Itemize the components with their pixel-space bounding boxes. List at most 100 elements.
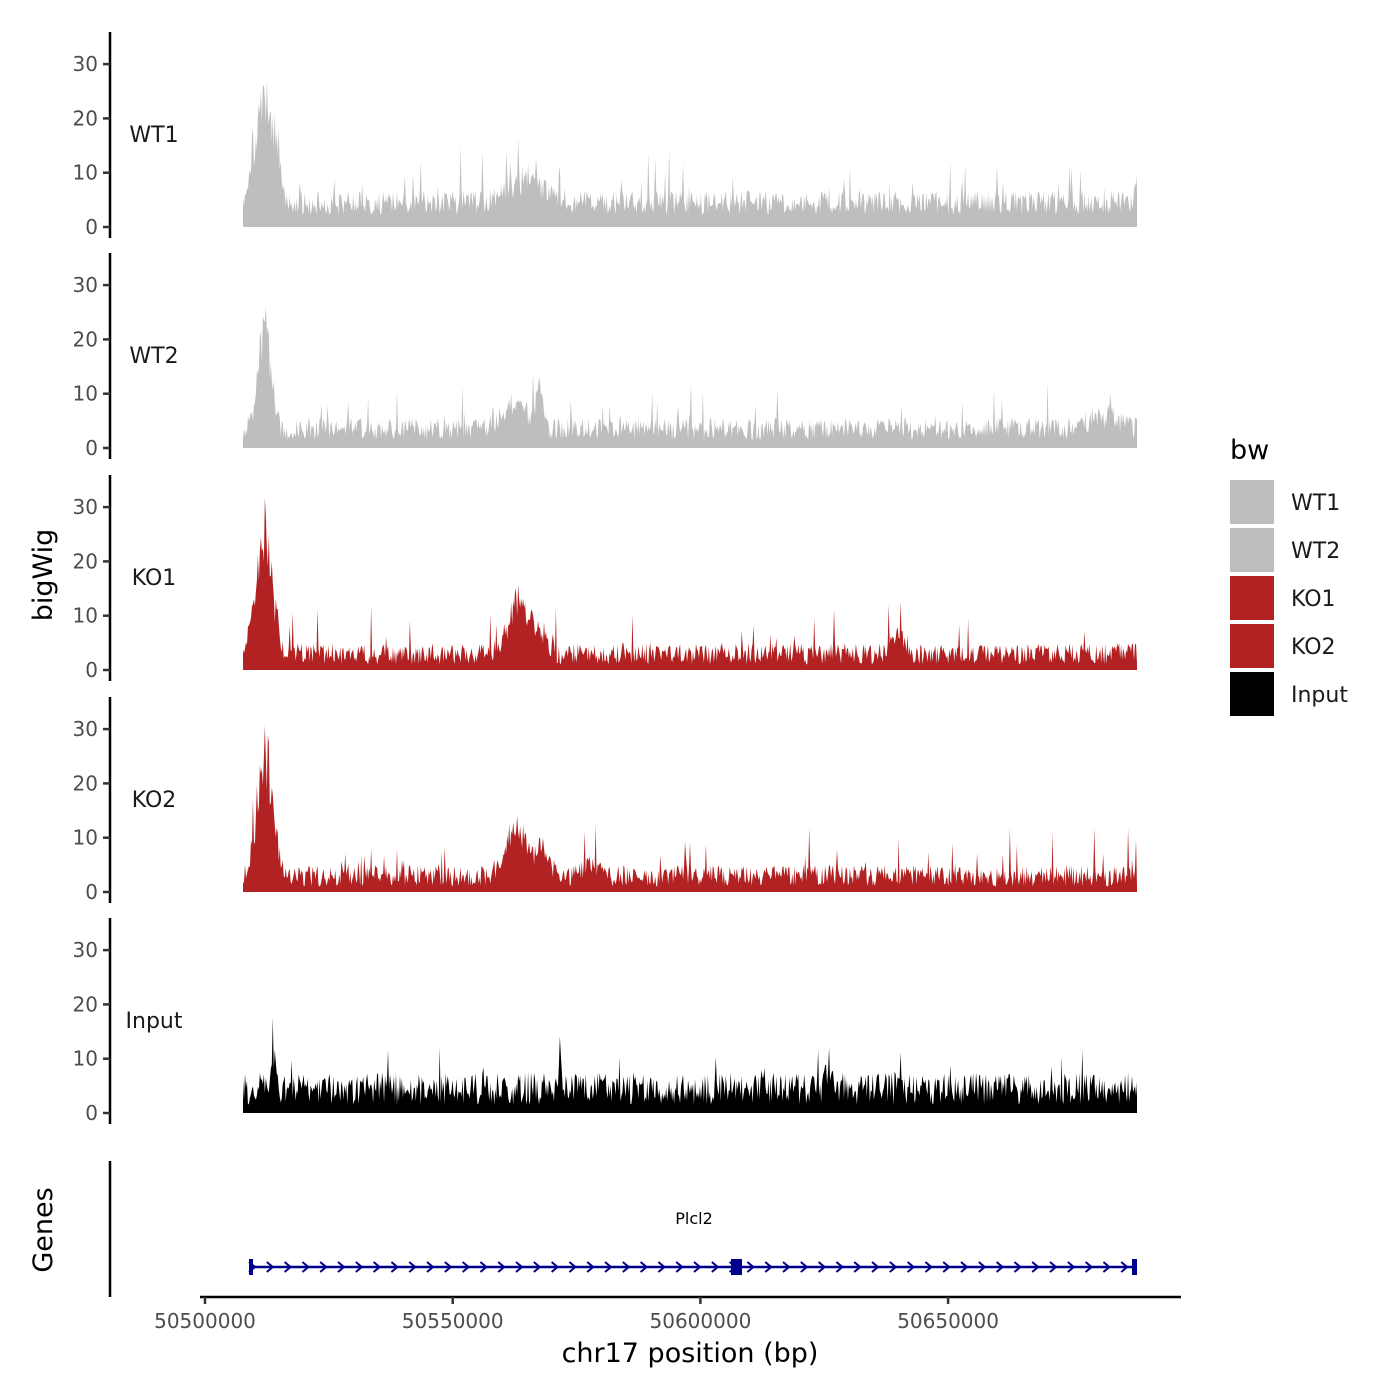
legend-label-ko2: KO2: [1291, 635, 1336, 660]
strand-arrow: [853, 1261, 862, 1273]
strand-arrow: [693, 1261, 702, 1273]
strand-arrow: [960, 1261, 969, 1273]
gene-track: Plcl2: [108, 1161, 1137, 1297]
strand-arrow: [283, 1261, 293, 1273]
strand-arrow: [924, 1261, 933, 1273]
legend-key-ko1: [1230, 576, 1274, 620]
y-tick-label: 0: [85, 436, 98, 460]
signal-area-wt1: [243, 80, 1137, 228]
strand-arrow: [889, 1261, 898, 1273]
strand-arrow: [1102, 1261, 1111, 1273]
gene-exon: [1132, 1259, 1137, 1275]
y-tick-label: 10: [73, 382, 98, 406]
track-label-wt2: WT2: [129, 344, 178, 369]
strand-arrow: [1084, 1261, 1094, 1273]
legend-key-wt1: [1230, 480, 1274, 524]
strand-arrow: [782, 1261, 791, 1273]
strand-arrow: [372, 1261, 382, 1273]
y-tick-label: 0: [85, 1101, 98, 1125]
y-tick-label: 10: [73, 1047, 98, 1071]
strand-arrow: [319, 1261, 328, 1273]
legend-key-ko2: [1230, 624, 1274, 668]
strand-arrow: [568, 1261, 577, 1273]
strand-arrow: [746, 1261, 755, 1273]
strand-arrow: [711, 1261, 720, 1273]
track-label-ko1: KO1: [132, 566, 177, 591]
legend-label-ko1: KO1: [1291, 587, 1336, 612]
strand-arrow: [657, 1261, 666, 1273]
y-tick-label: 20: [73, 327, 98, 351]
strand-arrow: [1120, 1261, 1129, 1273]
strand-arrow: [533, 1261, 542, 1273]
legend-label-wt1: WT1: [1291, 491, 1340, 516]
strand-arrow: [871, 1261, 880, 1273]
strand-arrow: [355, 1261, 364, 1273]
strand-arrow: [995, 1261, 1005, 1273]
y-tick-label: 30: [73, 938, 98, 962]
y-tick-label: 0: [85, 880, 98, 904]
y-tick-label: 20: [73, 106, 98, 130]
gene-exon: [249, 1259, 253, 1275]
x-axis: 50500000 50550000 50600000 50650000: [154, 1295, 1181, 1333]
legend-entries: WT1 WT2 KO1 KO2 Input: [1230, 480, 1348, 716]
signal-area-ko1: [243, 497, 1137, 670]
strand-arrow: [515, 1261, 524, 1273]
strand-arrow: [604, 1261, 613, 1273]
strand-arrow: [675, 1261, 684, 1273]
track-wt2: 0 10 20 30 WT2: [73, 253, 1137, 460]
strand-arrow: [639, 1261, 649, 1273]
x-tick-label: 50500000: [154, 1309, 256, 1333]
strand-arrow: [835, 1261, 844, 1273]
legend: bw WT1 WT2 KO1 KO2 Input: [1230, 435, 1348, 716]
x-axis-title: chr17 position (bp): [562, 1338, 819, 1369]
y-tick-label: 10: [73, 604, 98, 628]
strand-arrow: [800, 1261, 809, 1273]
y-tick-label: 20: [73, 992, 98, 1016]
y-tick-label: 0: [85, 215, 98, 239]
y-axis-title: bigWig: [28, 529, 59, 622]
strand-arrow: [301, 1261, 310, 1273]
y-tick-label: 30: [73, 273, 98, 297]
track-label-input: Input: [126, 1009, 183, 1034]
legend-label-input: Input: [1291, 683, 1348, 708]
gene-name-label: Plcl2: [675, 1209, 713, 1228]
y-tick-label: 10: [73, 161, 98, 185]
y-tick-label: 20: [73, 771, 98, 795]
x-tick-label: 50550000: [402, 1309, 504, 1333]
strand-arrow: [426, 1261, 435, 1273]
y-tick-label: 20: [73, 549, 98, 573]
y-tick-label: 0: [85, 658, 98, 682]
x-tick-label: 50600000: [650, 1309, 752, 1333]
y-tick-label: 30: [73, 495, 98, 519]
strand-arrow: [764, 1261, 773, 1273]
track-input: 0 10 20 30 Input: [73, 918, 1137, 1125]
strand-arrow: [1067, 1261, 1076, 1273]
strand-arrow: [906, 1261, 916, 1273]
track-wt1: 0 10 20 30 WT1: [73, 32, 1137, 239]
strand-arrow: [444, 1261, 453, 1273]
legend-key-input: [1230, 672, 1274, 716]
strand-arrow: [479, 1261, 488, 1273]
strand-arrow: [622, 1261, 631, 1273]
strand-arrow: [337, 1261, 346, 1273]
track-label-wt1: WT1: [129, 123, 178, 148]
y-tick-label: 30: [73, 717, 98, 741]
y-tick-label: 30: [73, 52, 98, 76]
track-label-ko2: KO2: [132, 788, 177, 813]
strand-arrow: [817, 1261, 827, 1273]
gene-exon: [731, 1259, 742, 1275]
strand-arrow: [408, 1261, 417, 1273]
legend-label-wt2: WT2: [1291, 539, 1340, 564]
strand-arrow: [266, 1261, 275, 1273]
signal-area-ko2: [243, 725, 1137, 892]
signal-area-wt2: [243, 305, 1137, 448]
x-tick-label: 50650000: [897, 1309, 999, 1333]
signal-tracks: 0 10 20 30 WT1 0 10 20 30 WT2 0 10 20 30 KO1 0 10 20 30 KO2…: [73, 32, 1137, 1125]
strand-arrow: [978, 1261, 987, 1273]
gene-track-title: Genes: [28, 1187, 59, 1272]
strand-arrow: [1049, 1261, 1058, 1273]
strand-arrow: [586, 1261, 595, 1273]
strand-arrow: [942, 1261, 951, 1273]
y-tick-label: 10: [73, 826, 98, 850]
